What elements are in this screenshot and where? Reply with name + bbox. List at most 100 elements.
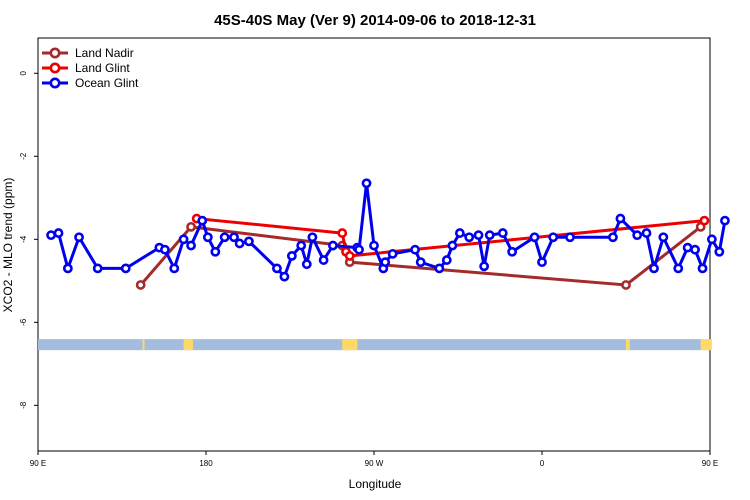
series-layer <box>46 178 730 290</box>
y-tick-label: -6 <box>19 318 28 326</box>
coverage-band-highlight <box>700 339 712 351</box>
data-point <box>178 234 189 245</box>
data-point <box>548 232 559 243</box>
data-point <box>186 240 196 251</box>
chart-title: 45S-40S May (Ver 9) 2014-09-06 to 2018-1… <box>214 12 536 29</box>
data-point <box>380 257 391 268</box>
data-point <box>484 230 495 241</box>
data-point <box>337 228 348 238</box>
data-point <box>387 248 398 259</box>
data-point <box>354 244 364 255</box>
legend-swatch-marker <box>49 77 61 89</box>
x-tick-label: 90 W <box>365 459 384 468</box>
data-point <box>120 263 131 274</box>
legend-label: Land Glint <box>75 61 130 75</box>
legend-item: Land Glint <box>42 61 130 75</box>
data-point <box>361 178 372 189</box>
data-point <box>682 242 693 253</box>
data-point <box>529 232 540 243</box>
coverage-band-highlight <box>342 339 358 351</box>
data-point <box>641 228 652 238</box>
y-axis: 0 -2 -4 -6 -8 <box>19 71 38 409</box>
data-point <box>202 232 213 243</box>
legend-item: Ocean Glint <box>42 76 139 90</box>
data-point <box>473 230 484 241</box>
coverage-band <box>38 339 712 351</box>
x-tick-label: 180 <box>199 459 213 468</box>
data-point <box>244 236 254 247</box>
x-tick-label: 90 E <box>702 459 718 468</box>
data-point <box>565 232 575 243</box>
data-point <box>296 240 307 251</box>
data-point <box>464 232 475 243</box>
data-point <box>272 263 282 274</box>
data-point <box>697 263 708 274</box>
data-point <box>497 228 508 238</box>
data-point <box>328 240 338 251</box>
data-point <box>706 234 717 245</box>
data-point <box>286 251 297 261</box>
data-point <box>649 263 659 274</box>
coverage-band-highlight <box>142 339 145 351</box>
data-point <box>160 244 170 255</box>
data-point <box>673 263 684 274</box>
data-point <box>169 263 180 274</box>
data-point <box>301 259 312 270</box>
coverage-band-highlight <box>626 339 630 351</box>
y-tick-label: -8 <box>19 401 28 409</box>
x-axis: 90 E 180 90 W 0 90 E <box>30 451 718 468</box>
x-tick-label: 0 <box>540 459 545 468</box>
legend-item: Land Nadir <box>42 46 134 60</box>
data-point <box>699 215 710 226</box>
x-axis-label: Longitude <box>349 477 402 491</box>
data-point <box>410 244 420 255</box>
data-point <box>197 215 208 226</box>
data-point <box>135 280 146 290</box>
data-point <box>92 263 103 274</box>
data-point <box>210 246 221 257</box>
y-tick-label: -4 <box>19 235 28 243</box>
coverage-band-highlight <box>183 339 193 351</box>
data-point <box>62 263 73 274</box>
data-point <box>74 232 84 243</box>
data-point <box>415 257 426 268</box>
data-point <box>344 251 355 261</box>
data-point <box>279 271 290 282</box>
data-point <box>615 213 626 224</box>
x-tick-label: 90 E <box>30 459 46 468</box>
data-point <box>720 215 730 226</box>
data-point <box>447 240 458 251</box>
data-point <box>46 230 56 241</box>
legend-label: Ocean Glint <box>75 76 139 90</box>
data-point <box>658 232 669 243</box>
legend-swatch-marker <box>49 62 61 74</box>
data-point <box>690 244 700 255</box>
y-axis-label: XCO2 - MLO trend (ppm) <box>1 178 15 313</box>
data-point <box>621 280 631 290</box>
data-point <box>537 257 547 268</box>
data-point <box>454 228 465 238</box>
data-point <box>434 263 445 274</box>
data-point <box>318 255 329 265</box>
coverage-band-strip <box>38 339 710 351</box>
data-point <box>307 232 318 243</box>
data-point <box>234 238 245 249</box>
data-point <box>632 230 643 241</box>
data-point <box>507 246 518 257</box>
data-point <box>186 221 196 232</box>
y-tick-label: 0 <box>19 71 28 76</box>
series-ocean-glint <box>46 178 730 282</box>
legend-label: Land Nadir <box>75 46 134 60</box>
legend-swatch-marker <box>49 47 61 59</box>
data-point <box>714 246 725 257</box>
data-point <box>441 255 452 265</box>
data-point <box>479 261 490 272</box>
y-tick-label: -2 <box>19 152 28 160</box>
data-point <box>369 240 379 251</box>
data-point <box>219 232 230 243</box>
data-point <box>229 232 239 243</box>
data-point <box>608 232 618 243</box>
data-point <box>53 228 64 238</box>
